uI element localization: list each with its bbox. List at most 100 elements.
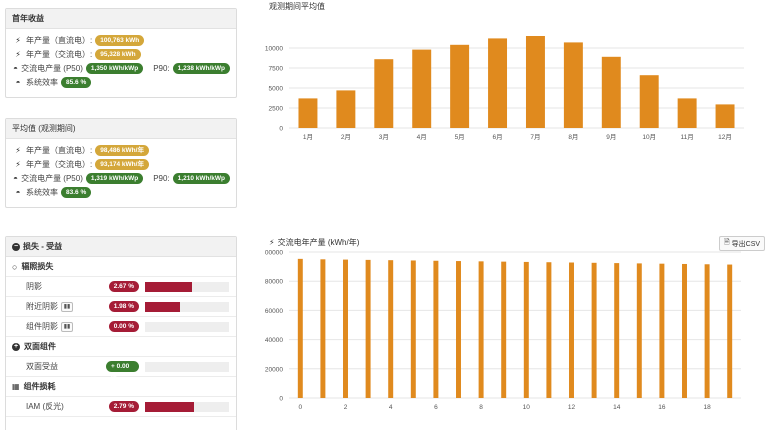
bar — [478, 261, 484, 398]
minus-circle-icon[interactable]: − — [12, 242, 20, 251]
loss-label-text: IAM (反光) — [26, 402, 64, 411]
loss-label-text: 组件阴影 — [26, 322, 58, 331]
efficiency-row: ◓ 系统效率 85.6 % — [12, 75, 230, 89]
y-tick-label: 5000 — [269, 86, 284, 93]
bar — [601, 56, 621, 128]
loss-label-text: 双面受益 — [26, 362, 58, 371]
efficiency-row: ◓ 系统效率 83.6 % — [12, 185, 230, 199]
x-tick-label: 8月 — [568, 133, 578, 141]
loss-bar — [145, 301, 229, 312]
annual-chart-title-text: 交流电年产量 (kWh/年) — [277, 238, 360, 247]
bar — [412, 49, 432, 128]
plus-circle-icon: + — [12, 342, 20, 351]
loss-bar-fill — [145, 281, 193, 292]
sun-icon: ○ — [12, 261, 18, 272]
loss-row: 附近阴影 ▮▮ 1.98 % — [6, 297, 236, 317]
p90-badge: 1,210 kWh/kWp — [172, 172, 230, 184]
irradiance-title: 辐照损失 — [21, 262, 54, 271]
loss-badge-wrap: 2.67 % — [103, 281, 139, 292]
average-title: 平均值 (观测期间) — [6, 119, 236, 139]
export-csv-button[interactable]: 🗎 导出CSV — [719, 236, 766, 251]
loss-label-text: 附近阴影 — [26, 302, 58, 311]
x-tick-label: 3月 — [379, 133, 389, 141]
bar — [636, 263, 642, 398]
loss-value-badge: 1.98 % — [108, 301, 139, 312]
x-tick-label: 7月 — [530, 133, 540, 141]
p90-badge: 1,238 kWh/kWp — [172, 62, 230, 74]
bifacial-rows: 双面受益 + 0.00 % — [6, 357, 236, 381]
efficiency-label: 系统效率 — [26, 187, 58, 197]
ac-yield-label: 年产量（交流电）: — [26, 49, 93, 59]
loss-label: IAM (反光) — [26, 401, 82, 412]
x-tick-label: 9月 — [606, 133, 616, 141]
bar — [456, 261, 461, 398]
first-year-title: 首年收益 — [6, 9, 236, 29]
dc-yield-badge: 98,486 kWh/年 — [95, 144, 149, 156]
y-tick-label: 60000 — [265, 308, 283, 315]
loss-value-badge: 2.67 % — [108, 281, 139, 292]
dc-yield-row: ⚡ 年产量（直流电）: 100,763 kWh — [12, 33, 230, 47]
module-title: 组件损耗 — [23, 382, 56, 391]
x-tick-label: 8 — [479, 404, 483, 411]
irradiance-section-head: ○ 辐照损失 — [6, 257, 236, 277]
losses-header[interactable]: − 损失 - 受益 — [6, 237, 236, 257]
specific-yield-label: 交流电产量 (P50) — [21, 63, 83, 73]
loss-row: 双面受益 + 0.00 % — [6, 357, 236, 381]
x-tick-label: 18 — [703, 404, 711, 411]
monthly-average-chart: 0 2500 5000 7500 10000 1月 2月 3月 4月 5月 6月 7月 8月 9月 10月 1… — [265, 36, 744, 141]
efficiency-badge: 85.6 % — [61, 76, 92, 88]
bolt-icon: ⚡ — [15, 49, 21, 59]
y-tick-label: 2500 — [269, 106, 284, 113]
bar — [659, 263, 665, 398]
x-tick-label: 10月 — [642, 133, 656, 141]
loss-bar — [145, 321, 229, 332]
y-tick-label: 100000 — [265, 250, 283, 257]
p90-label: P90: — [153, 173, 170, 183]
gauge-icon: ◓ — [15, 187, 21, 197]
loss-row: 阴影 2.67 % — [6, 277, 236, 297]
x-tick-label: 6月 — [492, 133, 502, 141]
bar — [336, 90, 356, 128]
bar — [388, 260, 394, 398]
loss-value-badge: 0.00 % — [108, 321, 139, 332]
bar — [365, 259, 371, 398]
x-tick-label: 5月 — [455, 133, 465, 141]
efficiency-badge: 83.6 % — [61, 186, 92, 198]
bar-chart-icon[interactable]: ▮▮ — [61, 321, 73, 332]
ac-yield-row: ⚡ 年产量（交流电）: 93,174 kWh/年 — [12, 157, 230, 171]
x-tick-label: 4月 — [417, 133, 427, 141]
bar — [374, 59, 394, 129]
bar — [677, 98, 697, 128]
loss-bar — [145, 361, 229, 372]
bolt-icon: ⚡ — [15, 35, 21, 45]
grid-icon: ▦ — [12, 382, 20, 391]
ac-yield-badge: 93,174 kWh/年 — [95, 158, 149, 170]
first-year-body: ⚡ 年产量（直流电）: 100,763 kWh ⚡ 年产量（交流电）: 95,3… — [6, 29, 236, 93]
loss-label: 阴影 — [26, 281, 82, 292]
ac-yield-badge: 95,328 kWh — [95, 48, 141, 60]
loss-bar-fill — [145, 401, 194, 412]
losses-panel: − 损失 - 受益 ○ 辐照损失 阴影 2.67 % 附近阴影 ▮▮ 1.98 % 组件阴… — [5, 236, 237, 430]
y-tick-label: 10000 — [265, 46, 283, 53]
y-tick-label: 0 — [279, 126, 283, 133]
bar — [563, 42, 583, 128]
bar — [343, 259, 348, 398]
average-body: ⚡ 年产量（直流电）: 98,486 kWh/年 ⚡ 年产量（交流电）: 93,… — [6, 139, 236, 203]
bar — [501, 261, 507, 398]
bar-chart-icon[interactable]: ▮▮ — [61, 301, 73, 312]
p90-label: P90: — [153, 63, 170, 73]
efficiency-label: 系统效率 — [26, 77, 58, 87]
bar — [614, 263, 620, 398]
bar — [639, 75, 659, 128]
bolt-icon: ⚡ — [15, 159, 21, 169]
x-tick-label: 2月 — [341, 133, 351, 141]
export-csv-label: 导出CSV — [731, 240, 761, 248]
module-section-head: ▦ 组件损耗 — [6, 377, 236, 397]
x-tick-label: 12 — [568, 404, 576, 411]
bar — [704, 264, 710, 398]
loss-bar-fill — [145, 301, 181, 312]
loss-label-text: 阴影 — [26, 282, 42, 291]
x-tick-label: 0 — [298, 404, 302, 411]
loss-badge-wrap: 2.79 % — [103, 401, 139, 412]
x-tick-label: 10 — [523, 404, 531, 411]
